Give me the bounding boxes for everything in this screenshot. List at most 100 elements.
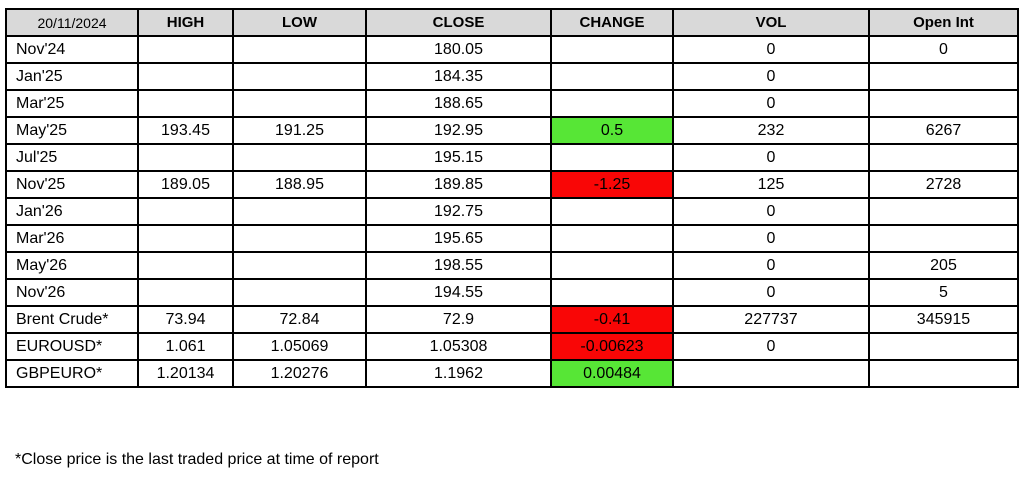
change-cell: [550, 35, 674, 64]
high-cell: [137, 251, 234, 280]
high-cell: [137, 143, 234, 172]
footnote-close-price: *Close price is the last traded price at…: [15, 451, 379, 468]
col-header-low: LOW: [232, 8, 367, 37]
low-cell: [232, 251, 367, 280]
report-date: 20/11/2024: [5, 8, 139, 37]
open-int-cell: [868, 89, 1019, 118]
table-row: GBPEURO* 1.20134 1.20276 1.1962 0.00484: [5, 359, 1019, 388]
vol-cell: 0: [672, 197, 870, 226]
low-cell: [232, 224, 367, 253]
vol-cell: 232: [672, 116, 870, 145]
open-int-cell: 345915: [868, 305, 1019, 334]
change-cell: -0.41: [550, 305, 674, 334]
contract-label: EUROUSD*: [5, 332, 139, 361]
table-row: Nov'26 194.55 0 5: [5, 278, 1019, 307]
close-cell: 194.55: [365, 278, 552, 307]
table-body: Nov'24 180.05 0 0 Jan'25 184.35 0 Mar'25 188.65 0…: [5, 35, 1019, 388]
open-int-cell: [868, 332, 1019, 361]
contract-label: Jul'25: [5, 143, 139, 172]
low-cell: 188.95: [232, 170, 367, 199]
table-row: Nov'24 180.05 0 0: [5, 35, 1019, 64]
futures-price-table: 20/11/2024 HIGH LOW CLOSE CHANGE VOL Ope…: [5, 8, 1019, 388]
close-cell: 195.65: [365, 224, 552, 253]
contract-label: Jan'26: [5, 197, 139, 226]
contract-label: Jan'25: [5, 62, 139, 91]
vol-cell: 0: [672, 278, 870, 307]
table-row: Brent Crude* 73.94 72.84 72.9 -0.41 227737 345…: [5, 305, 1019, 334]
close-cell: 192.95: [365, 116, 552, 145]
high-cell: [137, 35, 234, 64]
contract-label: Mar'26: [5, 224, 139, 253]
high-cell: [137, 89, 234, 118]
low-cell: 1.20276: [232, 359, 367, 388]
open-int-cell: 5: [868, 278, 1019, 307]
table-row: Jan'25 184.35 0: [5, 62, 1019, 91]
change-cell: [550, 278, 674, 307]
high-cell: [137, 62, 234, 91]
contract-label: Brent Crude*: [5, 305, 139, 334]
col-header-high: HIGH: [137, 8, 234, 37]
high-cell: 193.45: [137, 116, 234, 145]
close-cell: 1.1962: [365, 359, 552, 388]
change-cell: [550, 62, 674, 91]
change-cell: -1.25: [550, 170, 674, 199]
open-int-cell: [868, 62, 1019, 91]
close-cell: 184.35: [365, 62, 552, 91]
footnotes: *Close price is the last traded price at…: [15, 395, 1024, 495]
open-int-cell: [868, 197, 1019, 226]
table-row: Mar'26 195.65 0: [5, 224, 1019, 253]
change-cell: [550, 251, 674, 280]
high-cell: [137, 278, 234, 307]
open-int-cell: 2728: [868, 170, 1019, 199]
table-row: Jan'26 192.75 0: [5, 197, 1019, 226]
low-cell: [232, 143, 367, 172]
table-row: May'25 193.45 191.25 192.95 0.5 232 6267: [5, 116, 1019, 145]
change-cell: [550, 224, 674, 253]
open-int-cell: 6267: [868, 116, 1019, 145]
col-header-open-int: Open Int: [868, 8, 1019, 37]
contract-label: Mar'25: [5, 89, 139, 118]
change-cell: 0.5: [550, 116, 674, 145]
header-row: 20/11/2024 HIGH LOW CLOSE CHANGE VOL Ope…: [5, 8, 1019, 37]
vol-cell: 0: [672, 35, 870, 64]
table-row: Mar'25 188.65 0: [5, 89, 1019, 118]
high-cell: 1.061: [137, 332, 234, 361]
low-cell: [232, 89, 367, 118]
contract-label: May'25: [5, 116, 139, 145]
high-cell: [137, 224, 234, 253]
vol-cell: 0: [672, 224, 870, 253]
contract-label: Nov'24: [5, 35, 139, 64]
col-header-change: CHANGE: [550, 8, 674, 37]
open-int-cell: 0: [868, 35, 1019, 64]
high-cell: 1.20134: [137, 359, 234, 388]
change-cell: [550, 143, 674, 172]
change-cell: 0.00484: [550, 359, 674, 388]
low-cell: [232, 35, 367, 64]
change-cell: -0.00623: [550, 332, 674, 361]
table-row: Jul'25 195.15 0: [5, 143, 1019, 172]
low-cell: [232, 62, 367, 91]
vol-cell: 0: [672, 332, 870, 361]
table-row: EUROUSD* 1.061 1.05069 1.05308 -0.00623 0: [5, 332, 1019, 361]
high-cell: 189.05: [137, 170, 234, 199]
low-cell: [232, 278, 367, 307]
close-cell: 180.05: [365, 35, 552, 64]
contract-label: Nov'26: [5, 278, 139, 307]
close-cell: 1.05308: [365, 332, 552, 361]
low-cell: 1.05069: [232, 332, 367, 361]
low-cell: [232, 197, 367, 226]
change-cell: [550, 89, 674, 118]
vol-cell: 0: [672, 143, 870, 172]
contract-label: GBPEURO*: [5, 359, 139, 388]
close-cell: 192.75: [365, 197, 552, 226]
table-row: Nov'25 189.05 188.95 189.85 -1.25 125 2728: [5, 170, 1019, 199]
close-cell: 189.85: [365, 170, 552, 199]
open-int-cell: 205: [868, 251, 1019, 280]
open-int-cell: [868, 359, 1019, 388]
open-int-cell: [868, 224, 1019, 253]
contract-label: Nov'25: [5, 170, 139, 199]
close-cell: 72.9: [365, 305, 552, 334]
vol-cell: 227737: [672, 305, 870, 334]
open-int-cell: [868, 143, 1019, 172]
